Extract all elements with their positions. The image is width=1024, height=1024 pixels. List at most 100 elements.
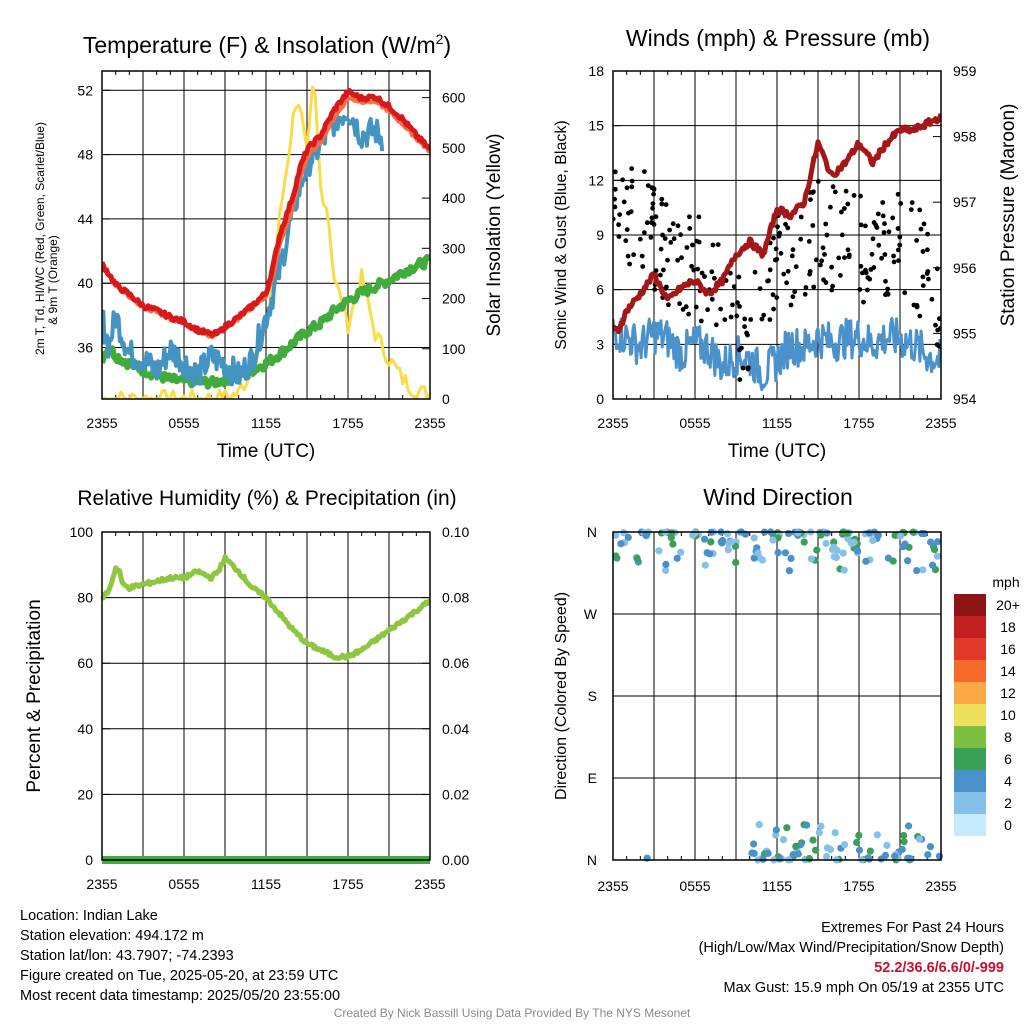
gust-point xyxy=(658,246,664,252)
direction-point xyxy=(905,822,913,830)
direction-point xyxy=(701,535,709,543)
gust-point xyxy=(865,287,870,293)
wind-y2-tick-label: 958 xyxy=(953,129,977,145)
gust-point xyxy=(846,254,852,260)
rh-x-tick-label: 2355 xyxy=(86,876,117,892)
direction-point xyxy=(706,550,714,558)
gust-point xyxy=(737,347,742,353)
colorbar-swatch xyxy=(954,792,986,814)
rh-y2-tick-label: 0.10 xyxy=(442,524,469,540)
temp-series-group xyxy=(102,85,430,399)
gust-point xyxy=(752,269,758,275)
gust-point xyxy=(625,253,631,259)
temp-y-tick-label: 44 xyxy=(77,211,93,227)
direction-point xyxy=(913,567,921,575)
gust-point xyxy=(920,249,926,254)
colorbar-swatch xyxy=(954,594,986,616)
gust-point xyxy=(778,250,784,256)
temp-y2-tick-label: 300 xyxy=(442,240,466,256)
max-gust-text: Max Gust: 15.9 mph On 05/19 at 2355 UTC xyxy=(723,980,1004,996)
direction-point xyxy=(792,842,800,851)
rh-x-tick-label: 2355 xyxy=(414,876,445,892)
gust-point xyxy=(883,278,888,284)
rh-y-axis-label: Percent & Precipitation xyxy=(24,599,45,792)
gust-point xyxy=(914,304,920,310)
gust-point xyxy=(637,236,643,242)
gust-point xyxy=(926,276,931,282)
dir-x-tick-label: 2355 xyxy=(597,878,628,894)
direction-point xyxy=(850,538,858,546)
gust-point xyxy=(629,178,635,184)
colorbar-swatch xyxy=(954,638,986,660)
direction-point xyxy=(891,531,899,540)
gust-point xyxy=(695,266,701,272)
direction-point xyxy=(904,557,912,565)
direction-point xyxy=(840,566,848,574)
gust-point xyxy=(917,207,923,213)
direction-point xyxy=(874,531,882,539)
gust-point xyxy=(736,274,742,280)
temp-y-tick-label: 36 xyxy=(77,340,93,356)
rh-x-tick-label: 1155 xyxy=(251,876,281,892)
temp-x-tick-label: 1155 xyxy=(251,415,281,431)
temp-y-tick-label: 48 xyxy=(77,147,93,163)
gust-point xyxy=(785,225,791,231)
direction-point xyxy=(823,529,831,537)
gust-point xyxy=(740,365,746,371)
rh-y2-tick-label: 0.08 xyxy=(442,590,469,606)
gust-point xyxy=(814,257,819,263)
gust-point xyxy=(745,366,751,372)
rh-y2-tick-label: 0.00 xyxy=(442,852,469,868)
gust-point xyxy=(882,221,887,227)
direction-point xyxy=(750,534,758,542)
dir-y-tick-label: W xyxy=(584,606,598,622)
direction-point xyxy=(669,540,677,548)
direction-point xyxy=(840,841,849,849)
gust-point xyxy=(917,313,923,319)
gust-point xyxy=(713,322,719,328)
direction-point xyxy=(800,538,808,546)
gust-point xyxy=(653,268,659,273)
gust-point xyxy=(836,255,842,261)
wind-series-group xyxy=(613,113,941,392)
direction-point xyxy=(812,846,820,854)
gust-point xyxy=(767,267,773,273)
direction-point xyxy=(789,851,797,859)
direction-point xyxy=(755,821,763,829)
gust-point xyxy=(689,263,694,269)
direction-point xyxy=(677,548,685,556)
direction-point xyxy=(855,831,863,840)
temp-x-tick-label: 2355 xyxy=(414,415,445,431)
gust-point xyxy=(690,242,695,248)
direction-point xyxy=(817,531,825,539)
wind-x-tick-label: 2355 xyxy=(925,415,956,431)
gust-point xyxy=(839,232,845,238)
location-text: Location: Indian Lake xyxy=(20,908,158,924)
wind-x-tick-label: 1155 xyxy=(762,415,792,431)
gust-point xyxy=(843,188,849,194)
gust-point xyxy=(820,245,826,251)
gust-point xyxy=(728,314,734,320)
rh-panel xyxy=(101,531,431,861)
gust-point xyxy=(869,251,875,257)
wind-x-tick-label: 0555 xyxy=(679,415,710,431)
direction-point xyxy=(883,841,891,850)
direction-point xyxy=(785,567,794,575)
gust-point xyxy=(651,222,657,227)
direction-point xyxy=(918,529,926,538)
colorbar-swatch xyxy=(954,748,986,770)
dir-x-tick-label: 0555 xyxy=(679,878,710,894)
gust-point xyxy=(771,235,776,241)
direction-point xyxy=(783,824,791,832)
gust-point xyxy=(933,322,938,328)
colorbar-swatch xyxy=(954,770,986,792)
gust-point xyxy=(687,226,693,231)
gust-point xyxy=(863,223,868,229)
direction-point xyxy=(933,552,942,560)
gust-point xyxy=(815,179,821,184)
gust-point xyxy=(921,221,927,227)
gust-point xyxy=(675,257,680,263)
gust-point xyxy=(783,221,788,227)
gust-point xyxy=(876,242,882,248)
gust-point xyxy=(662,236,668,241)
